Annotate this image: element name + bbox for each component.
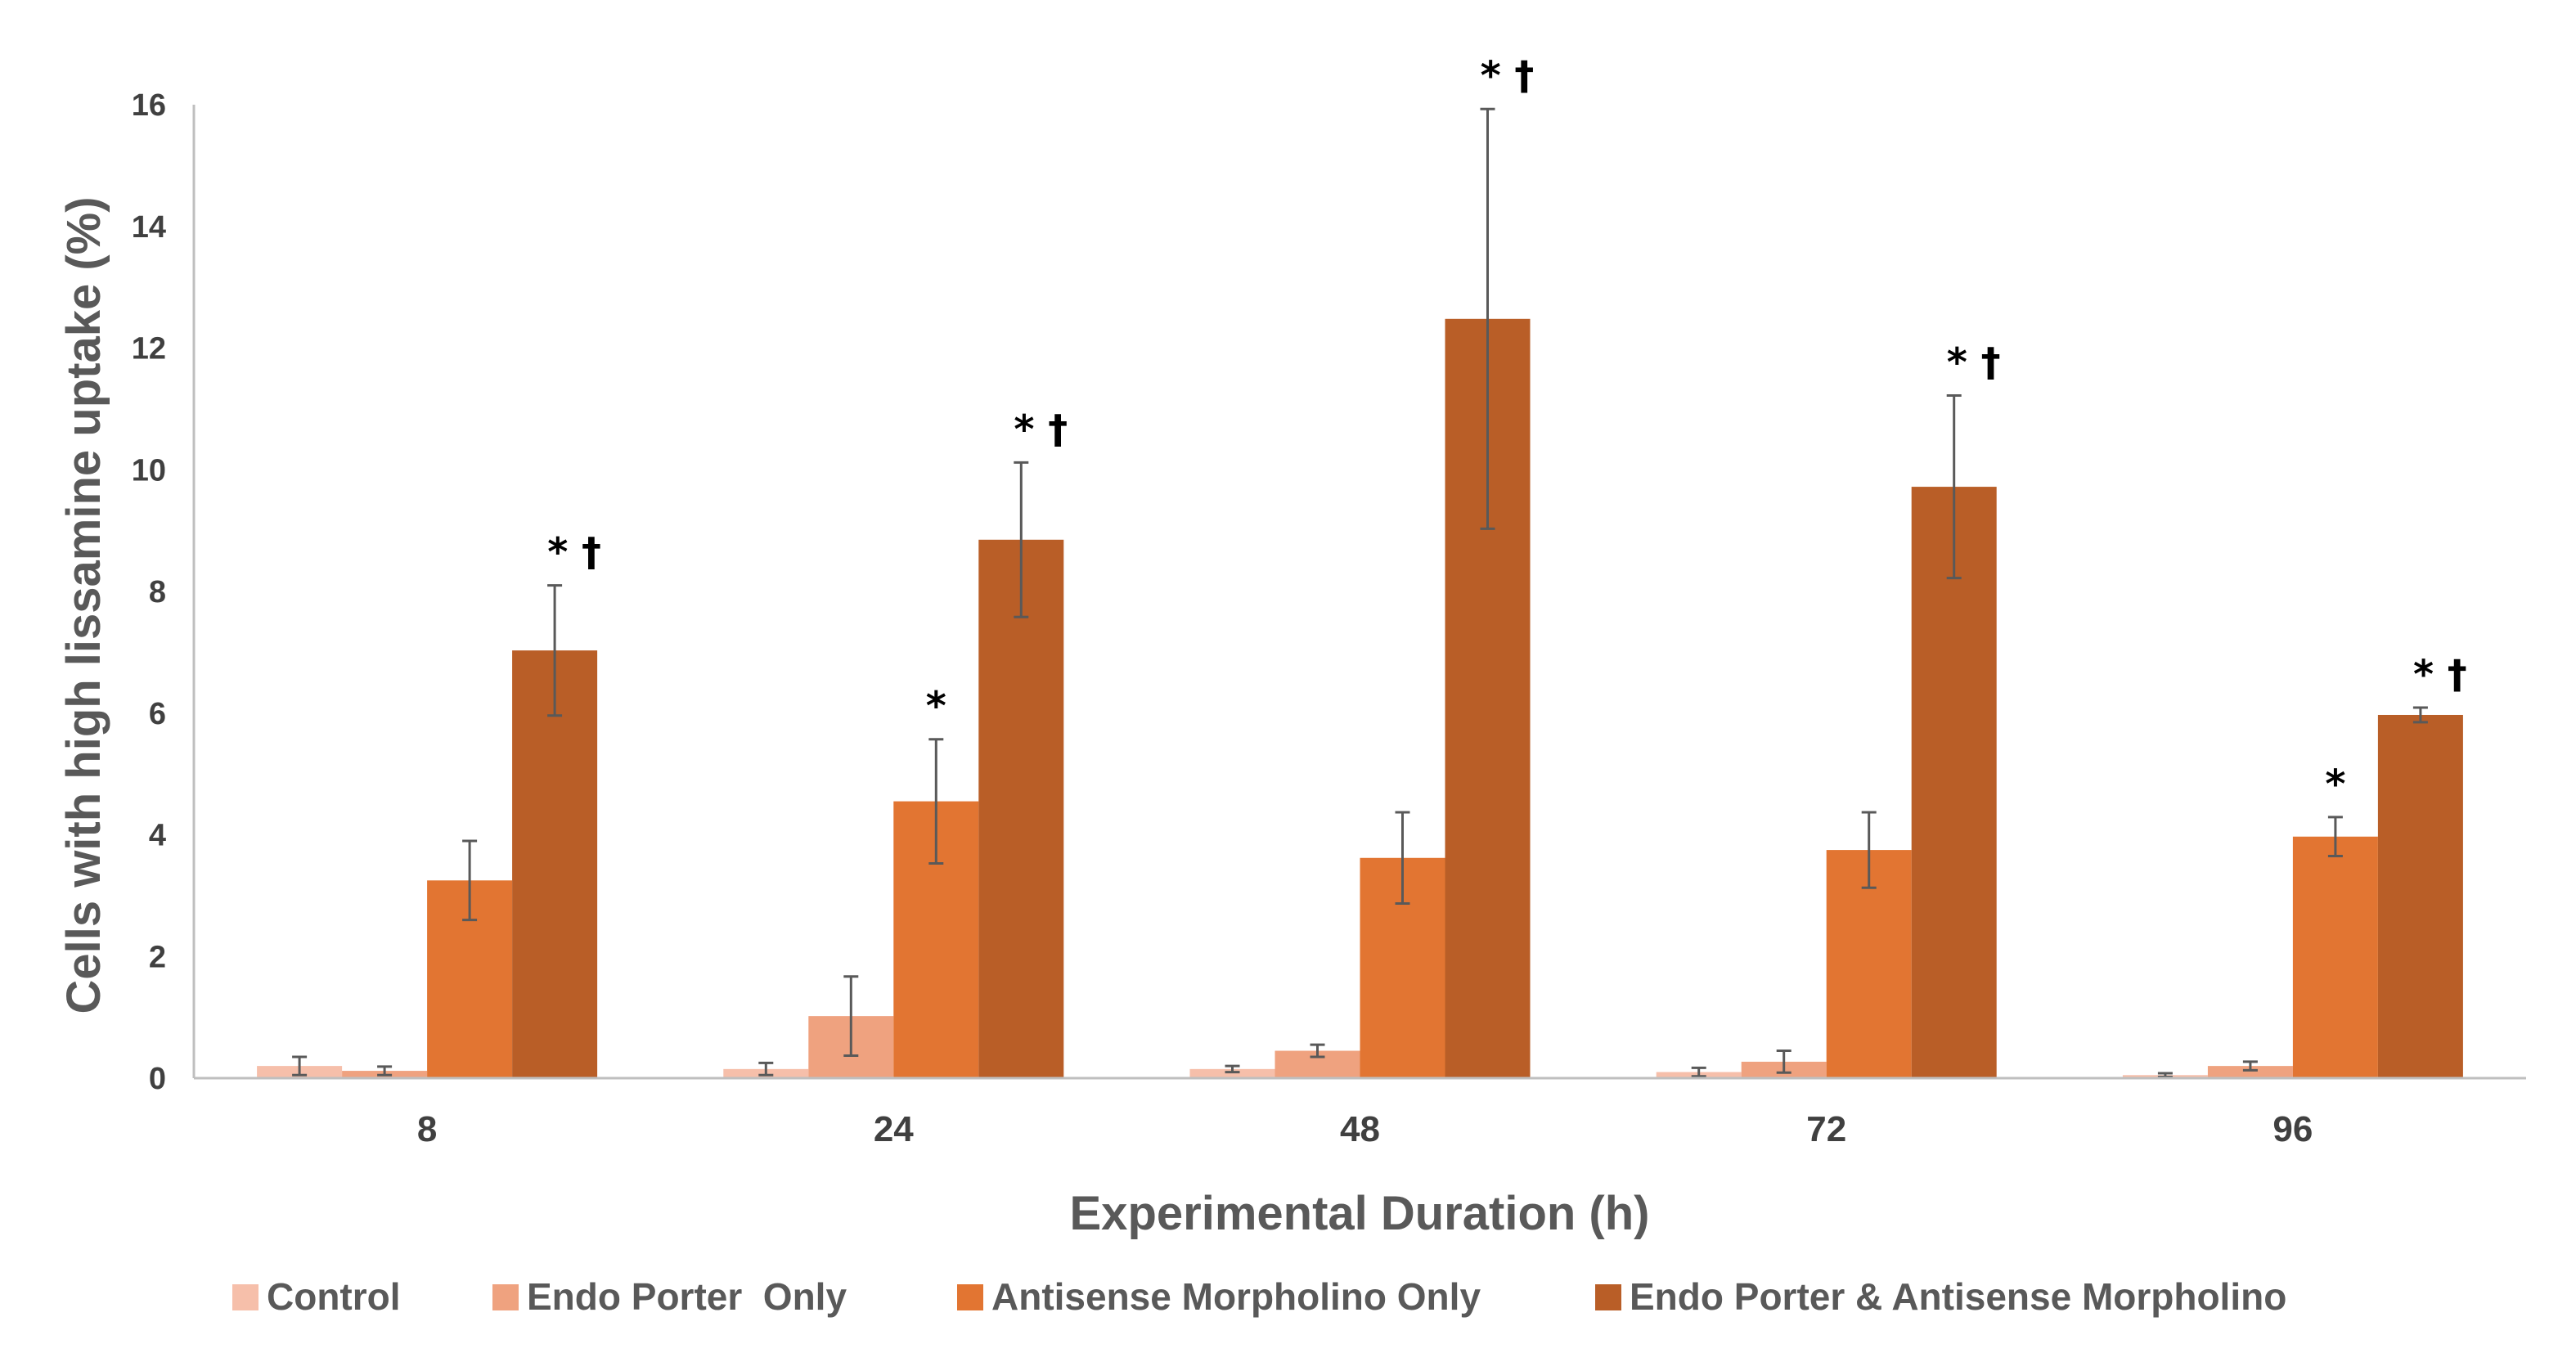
bar	[2292, 836, 2378, 1078]
error-bar	[1946, 394, 1962, 580]
error-bars-layer	[292, 107, 2428, 1079]
legend-label: Antisense Morpholino Only	[991, 1275, 1481, 1318]
error-bar	[462, 839, 478, 922]
bars-layer	[257, 318, 2463, 1078]
error-bar	[1861, 811, 1877, 889]
y-tick-label: 6	[149, 697, 166, 731]
y-tick-label: 4	[149, 819, 166, 853]
y-tick-label: 10	[132, 453, 166, 488]
y-tick-label: 16	[132, 88, 166, 123]
error-bar	[377, 1065, 393, 1077]
significance-label: *	[2325, 762, 2345, 807]
error-bar	[758, 1061, 774, 1077]
significance-annotations: * † * * † * † * † * * †	[547, 53, 2467, 807]
legend-swatch	[1595, 1284, 1621, 1310]
y-tick-label: 14	[132, 210, 166, 245]
error-bar	[843, 975, 859, 1057]
legend-swatch	[232, 1284, 258, 1310]
legend-item: Antisense Morpholino Only	[957, 1275, 1481, 1318]
error-bar	[1480, 107, 1495, 530]
error-bar	[292, 1055, 308, 1077]
legend-label: Endo Porter & Antisense Morpholino	[1630, 1275, 2286, 1318]
bar	[978, 539, 1064, 1078]
legend-swatch	[492, 1284, 519, 1310]
error-bar	[1776, 1050, 1792, 1074]
significance-label: * †	[1947, 340, 2001, 386]
bar	[512, 650, 598, 1078]
legend-label: Endo Porter Only	[527, 1275, 847, 1318]
error-bar	[547, 584, 563, 717]
legend-item: Endo Porter Only	[492, 1275, 847, 1318]
error-bar	[2242, 1060, 2258, 1072]
error-bar	[1395, 811, 1410, 906]
error-bar	[1691, 1066, 1706, 1078]
error-bar	[1014, 461, 1029, 618]
error-bar	[1310, 1043, 1325, 1059]
y-axis-title: Cells with high lissamine uptake (%)	[57, 196, 110, 1014]
significance-label: *	[926, 684, 946, 730]
legend-swatch	[957, 1284, 983, 1310]
legend: Control Endo Porter Only Antisense Morphol…	[232, 1275, 2286, 1318]
x-tick-label: 8	[417, 1109, 437, 1149]
bar	[2207, 1066, 2293, 1078]
bar	[1911, 487, 1997, 1078]
error-bar	[2327, 816, 2343, 858]
x-tick-label: 24	[874, 1109, 914, 1149]
x-axis-title: Experimental Duration (h)	[1070, 1187, 1650, 1240]
y-axis-ticks: 0 2 4 6 8 10 12 14 16	[132, 88, 166, 1096]
x-tick-label: 48	[1340, 1109, 1380, 1149]
significance-label: * †	[547, 530, 601, 576]
y-tick-label: 12	[132, 332, 166, 366]
x-tick-label: 72	[1806, 1109, 1846, 1149]
legend-item: Endo Porter & Antisense Morpholino	[1595, 1275, 2286, 1318]
bar	[1189, 1068, 1275, 1078]
legend-item: Control	[232, 1275, 401, 1318]
significance-label: * †	[1481, 53, 1535, 99]
significance-label: * †	[1014, 407, 1068, 452]
y-tick-label: 8	[149, 575, 166, 609]
x-axis-tick-labels: 8 24 48 72 96	[417, 1109, 2313, 1149]
y-tick-label: 2	[149, 940, 166, 974]
legend-label: Control	[267, 1275, 401, 1318]
error-bar	[2412, 706, 2428, 724]
significance-label: * †	[2413, 652, 2467, 698]
error-bar	[1225, 1064, 1240, 1074]
x-tick-label: 96	[2273, 1109, 2313, 1149]
bar	[2377, 714, 2463, 1078]
y-tick-label: 0	[149, 1062, 166, 1096]
error-bar	[928, 738, 944, 865]
